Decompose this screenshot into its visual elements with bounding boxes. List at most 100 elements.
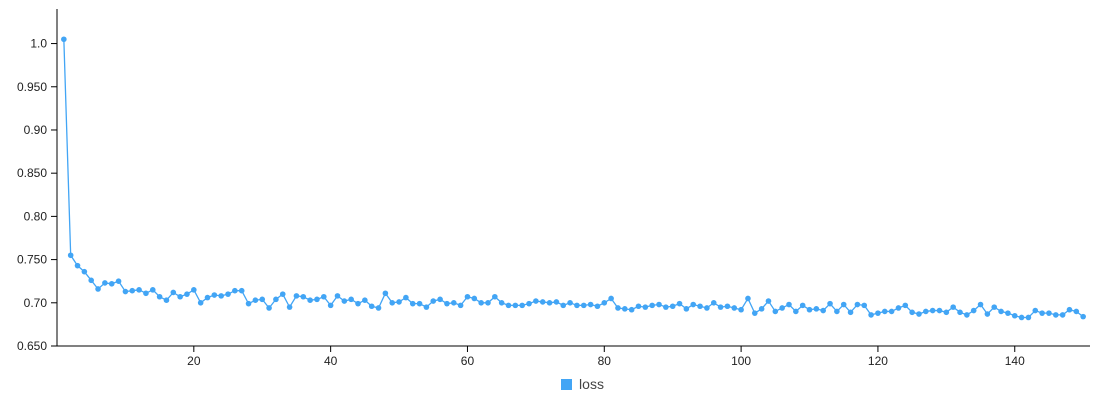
data-point[interactable] <box>1080 313 1086 320</box>
data-point[interactable] <box>731 305 738 311</box>
data-point[interactable] <box>327 302 334 309</box>
data-point[interactable] <box>902 302 909 309</box>
data-point[interactable] <box>375 305 382 311</box>
data-point[interactable] <box>464 293 471 300</box>
data-point[interactable] <box>204 294 211 301</box>
data-point[interactable] <box>341 298 348 304</box>
data-point[interactable] <box>211 292 218 298</box>
data-point[interactable] <box>334 293 341 299</box>
data-point[interactable] <box>676 300 683 307</box>
data-point[interactable] <box>143 290 149 297</box>
data-point[interactable] <box>177 293 183 300</box>
data-point[interactable] <box>136 287 142 293</box>
data-point[interactable] <box>642 304 649 310</box>
data-point[interactable] <box>615 305 621 311</box>
data-point[interactable] <box>622 306 628 312</box>
data-point[interactable] <box>683 306 690 312</box>
data-point[interactable] <box>923 308 929 315</box>
data-point[interactable] <box>799 302 806 309</box>
data-point[interactable] <box>560 302 567 309</box>
data-point[interactable] <box>129 287 136 294</box>
data-point[interactable] <box>895 305 902 311</box>
data-point[interactable] <box>567 299 573 306</box>
data-point[interactable] <box>122 288 129 295</box>
data-point[interactable] <box>1005 310 1011 316</box>
data-point[interactable] <box>266 305 272 311</box>
data-point[interactable] <box>286 304 293 310</box>
data-point[interactable] <box>1052 312 1059 318</box>
data-point[interactable] <box>546 299 553 306</box>
data-point[interactable] <box>936 307 943 314</box>
data-point[interactable] <box>1011 312 1018 319</box>
data-point[interactable] <box>847 309 854 316</box>
data-point[interactable] <box>656 301 662 308</box>
data-point[interactable] <box>355 300 361 307</box>
data-point[interactable] <box>74 262 81 269</box>
data-point[interactable] <box>868 312 874 318</box>
data-point[interactable] <box>649 302 655 309</box>
data-point[interactable] <box>745 295 751 302</box>
data-point[interactable] <box>964 312 970 318</box>
data-point[interactable] <box>163 297 170 304</box>
data-point[interactable] <box>724 303 731 310</box>
data-point[interactable] <box>498 299 505 306</box>
data-point[interactable] <box>457 302 464 309</box>
data-point[interactable] <box>909 309 915 316</box>
data-point[interactable] <box>793 308 799 315</box>
data-point[interactable] <box>765 298 772 304</box>
data-point[interactable] <box>115 278 122 284</box>
data-point[interactable] <box>950 304 956 310</box>
data-point[interactable] <box>1018 314 1025 321</box>
data-point[interactable] <box>245 300 252 307</box>
data-point[interactable] <box>197 299 204 306</box>
data-point[interactable] <box>416 300 423 307</box>
data-point[interactable] <box>840 301 847 308</box>
data-point[interactable] <box>218 293 224 299</box>
data-point[interactable] <box>478 299 484 306</box>
data-point[interactable] <box>321 293 327 300</box>
data-point[interactable] <box>861 302 868 309</box>
data-point[interactable] <box>348 296 354 303</box>
data-point[interactable] <box>1066 306 1073 313</box>
data-point[interactable] <box>430 298 437 304</box>
data-point[interactable] <box>307 297 313 304</box>
data-point[interactable] <box>362 297 368 304</box>
data-point[interactable] <box>444 300 450 307</box>
data-point[interactable] <box>881 308 888 315</box>
data-point[interactable] <box>594 303 601 310</box>
data-point[interactable] <box>1025 314 1032 321</box>
data-point[interactable] <box>758 306 765 312</box>
data-point[interactable] <box>450 299 457 306</box>
data-point[interactable] <box>977 301 984 308</box>
data-point[interactable] <box>279 291 286 297</box>
data-point[interactable] <box>67 252 74 259</box>
data-point[interactable] <box>382 290 389 297</box>
data-point[interactable] <box>1059 312 1066 318</box>
data-point[interactable] <box>505 302 512 309</box>
data-point[interactable] <box>601 299 608 306</box>
data-point[interactable] <box>293 293 300 299</box>
data-point[interactable] <box>1032 307 1039 314</box>
data-point[interactable] <box>423 304 430 310</box>
data-point[interactable] <box>1073 308 1080 315</box>
data-point[interactable] <box>259 296 266 303</box>
data-point[interactable] <box>88 277 95 284</box>
data-point[interactable] <box>512 302 519 309</box>
data-point[interactable] <box>403 294 409 301</box>
data-point[interactable] <box>81 268 88 275</box>
data-point[interactable] <box>238 287 245 294</box>
data-point[interactable] <box>669 303 676 310</box>
data-point[interactable] <box>690 301 697 308</box>
data-point[interactable] <box>232 287 238 294</box>
data-point[interactable] <box>813 306 820 312</box>
data-point[interactable] <box>854 301 861 308</box>
data-point[interactable] <box>697 303 703 310</box>
data-point[interactable] <box>587 301 594 308</box>
data-point[interactable] <box>580 302 587 309</box>
data-point[interactable] <box>806 306 813 313</box>
data-point[interactable] <box>225 291 231 297</box>
data-point[interactable] <box>314 296 320 303</box>
data-point[interactable] <box>772 308 779 315</box>
data-point[interactable] <box>485 299 491 306</box>
data-point[interactable] <box>1046 310 1052 316</box>
